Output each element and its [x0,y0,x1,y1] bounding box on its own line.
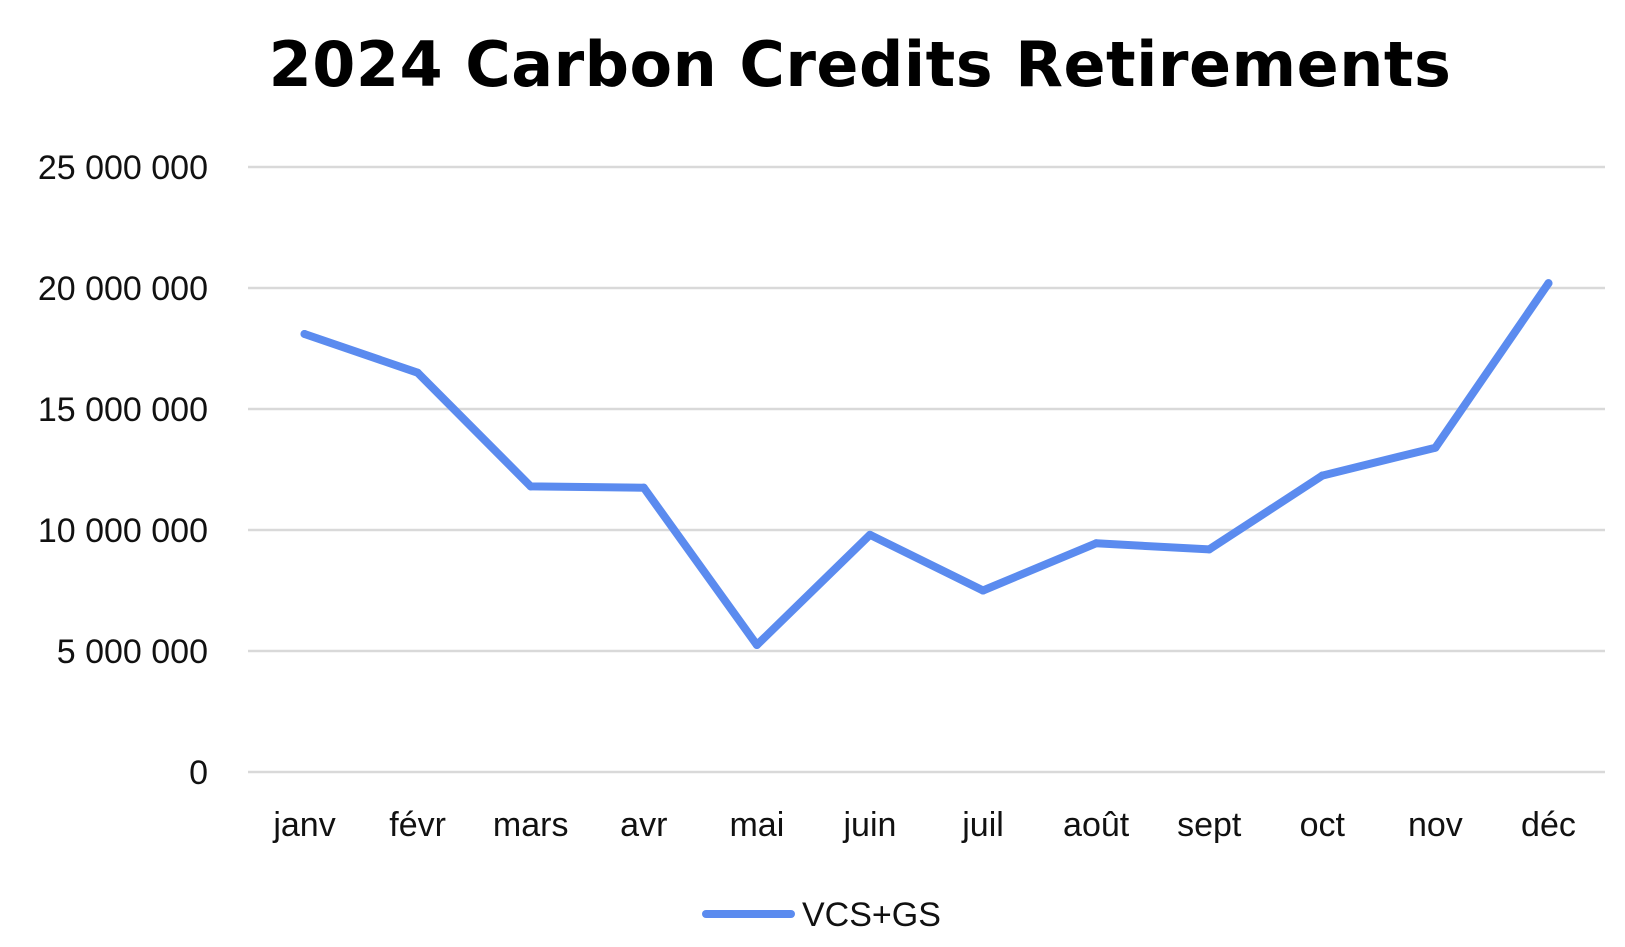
x-tick-label: juil [961,806,1004,844]
series-line [300,279,1553,649]
gridlines [248,165,1605,774]
y-tick-label: 0 [189,754,208,792]
x-tick-label: déc [1521,806,1576,844]
data-point [1205,545,1214,554]
x-tick-label: févr [389,806,446,844]
data-point [639,483,648,492]
y-tick-label: 25 000 000 [38,149,208,187]
y-tick-label: 5 000 000 [57,633,208,671]
y-tick-label: 10 000 000 [38,512,208,550]
legend-label: VCS+GS [802,896,941,934]
data-point [300,329,309,338]
data-point [413,368,422,377]
x-tick-label: juin [842,806,896,844]
x-tick-label: août [1063,806,1130,844]
x-tick-label: nov [1408,806,1463,844]
x-tick-label: avr [620,806,667,844]
y-tick-label: 20 000 000 [38,270,208,308]
data-point [526,482,535,491]
y-tick-label: 15 000 000 [38,391,208,429]
x-tick-label: mars [493,806,569,844]
series-lines [300,279,1553,649]
data-point [1318,471,1327,480]
data-point [752,640,761,649]
chart-title: 2024 Carbon Credits Retirements [268,28,1452,101]
data-point [1544,279,1553,288]
y-axis-tick-labels: 0 5 000 000 10 000 000 15 000 000 20 000 000… [38,149,208,792]
x-axis-tick-labels: janv févr mars avr mai juin juil août sept oct nov… [272,806,1576,844]
data-point [1092,539,1101,548]
x-tick-label: oct [1300,806,1346,844]
x-tick-label: janv [272,806,335,844]
data-point [1431,443,1440,452]
data-point [865,530,874,539]
legend: VCS+GS [702,896,941,934]
x-tick-label: sept [1177,806,1242,844]
data-point [979,586,988,595]
x-tick-label: mai [729,806,784,844]
